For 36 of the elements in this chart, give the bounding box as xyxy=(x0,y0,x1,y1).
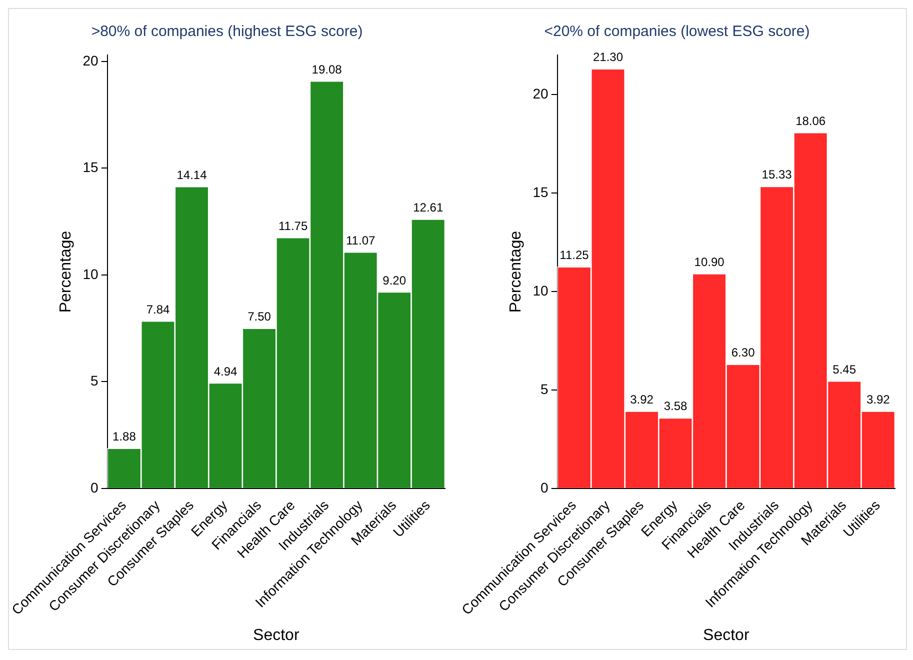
data-label: 3.92 xyxy=(866,392,890,407)
y-tick-label: 20 xyxy=(532,85,549,102)
data-label: 11.25 xyxy=(560,248,590,262)
data-label: 3.92 xyxy=(630,392,654,407)
y-tick-label: 5 xyxy=(540,380,549,397)
data-label: 14.14 xyxy=(176,168,208,182)
data-label: 1.88 xyxy=(112,430,136,444)
data-label: 19.08 xyxy=(312,62,342,76)
y-tick-label: 15 xyxy=(82,159,99,176)
data-label: 4.94 xyxy=(214,364,238,378)
y-axis-title: Percentage xyxy=(508,230,525,313)
data-label: 6.30 xyxy=(731,346,756,360)
y-tick-label: 10 xyxy=(532,282,549,298)
data-label: 3.58 xyxy=(664,399,688,414)
y-tick-label: 0 xyxy=(540,479,549,496)
data-label: 7.84 xyxy=(146,302,170,316)
data-label: 5.45 xyxy=(832,362,856,376)
y-axis-title: Percentage xyxy=(58,230,75,313)
data-label: 21.30 xyxy=(592,50,624,64)
chart-title: <20% of companies (lowest ESG score) xyxy=(544,23,810,40)
y-tick-label: 0 xyxy=(90,479,99,496)
data-label: 12.61 xyxy=(413,200,444,215)
x-axis-title: Sector xyxy=(703,626,750,644)
data-label: 7.50 xyxy=(248,310,272,324)
data-label: 10.90 xyxy=(694,255,725,269)
data-label: 11.07 xyxy=(346,233,376,248)
chart-title: >80% of companies (highest ESG score) xyxy=(91,23,363,40)
y-tick-label: 20 xyxy=(82,52,99,68)
y-tick-label: 5 xyxy=(90,372,99,389)
data-label: 15.33 xyxy=(762,168,792,182)
y-tick-label: 15 xyxy=(532,184,549,200)
y-tick-label: 10 xyxy=(82,266,99,282)
data-label: 18.06 xyxy=(796,114,826,128)
x-axis-title: Sector xyxy=(253,626,300,644)
data-label: 9.20 xyxy=(382,273,406,288)
data-label: 11.75 xyxy=(278,218,308,233)
